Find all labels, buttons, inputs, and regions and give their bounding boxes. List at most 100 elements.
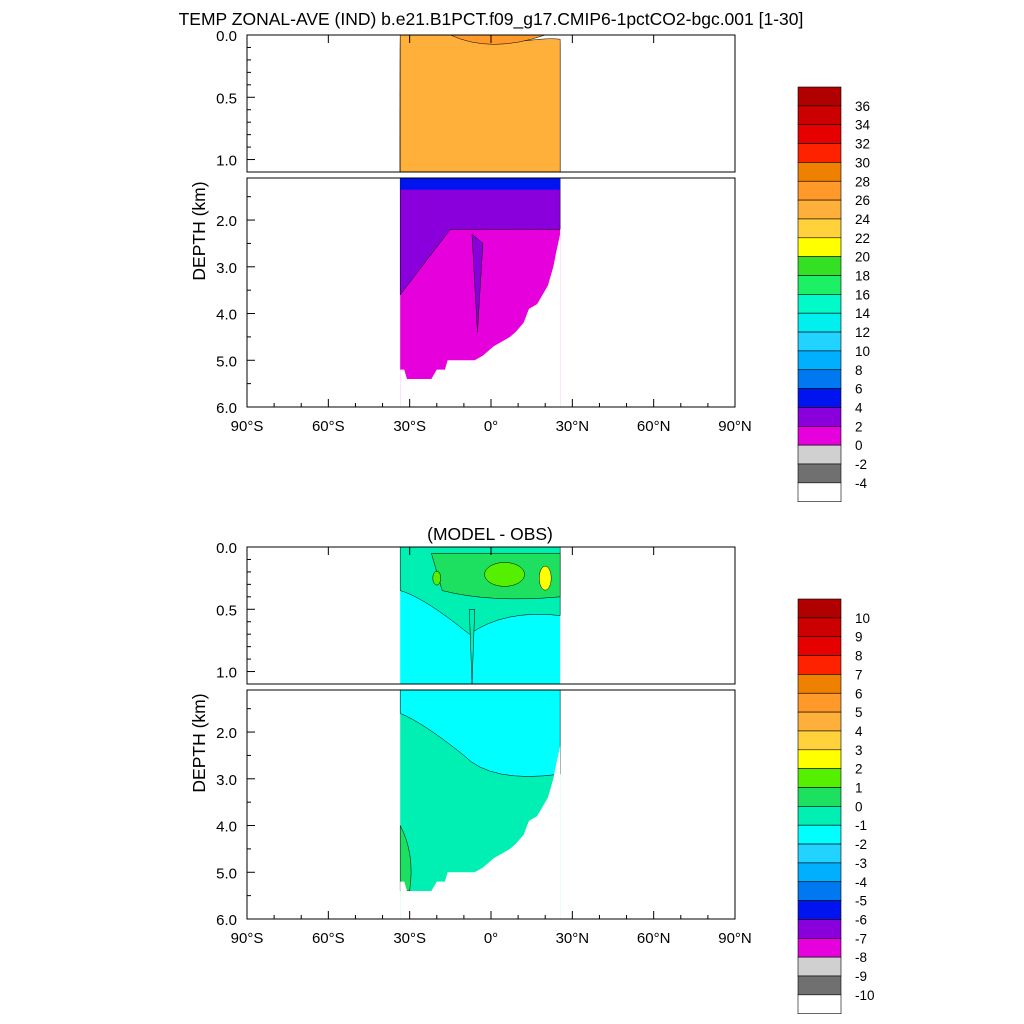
colorbar-swatch (797, 388, 842, 408)
colorbar-swatch (797, 143, 842, 163)
colorbar-swatch (797, 975, 842, 996)
y-tick-label: 2.0 (216, 725, 237, 742)
colorbar-label: 1 (855, 781, 863, 796)
y-tick-label: 0.5 (216, 90, 237, 107)
colorbar-label: 5 (855, 705, 863, 720)
colorbar-label: 30 (855, 155, 870, 170)
y-tick-label: 1.0 (216, 665, 237, 682)
colorbar-swatch (797, 162, 842, 182)
colorbar-label: 2 (855, 419, 863, 434)
difference-band (399, 825, 412, 892)
colorbar-swatch (797, 350, 842, 371)
colorbar-swatch (797, 730, 842, 751)
colorbar-label: 0 (855, 799, 863, 814)
colorbar-label: 6 (855, 382, 863, 397)
colorbar-label: 3 (855, 743, 863, 758)
colorbar-swatch (797, 369, 842, 389)
colorbar-label: 10 (855, 344, 870, 359)
colorbar-swatch (797, 900, 842, 920)
x-tick-label: 90°S (231, 418, 264, 435)
difference-tongue (469, 609, 475, 684)
colorbar-label: 8 (855, 649, 863, 664)
x-tick-label: 60°S (312, 418, 345, 435)
warm-anomaly (484, 562, 525, 587)
y-tick-label: 5.0 (216, 353, 237, 370)
colorbar-label: 32 (855, 137, 870, 152)
y-tick-label: 0.0 (216, 540, 237, 557)
x-tick-label: 0° (484, 930, 498, 947)
colorbar-swatch (797, 218, 842, 239)
colorbar-label: 2 (855, 762, 863, 777)
x-tick-label: 30°S (393, 418, 426, 435)
colorbar-label: -10 (855, 988, 875, 1003)
colorbar-swatch (797, 787, 842, 807)
colorbar-swatch (797, 275, 842, 295)
colorbar-swatch (797, 425, 842, 446)
seafloor-mask (400, 178, 561, 407)
colorbar-swatch (797, 199, 842, 220)
colorbar-swatch (797, 937, 842, 958)
colorbar-label: 34 (855, 118, 871, 133)
colorbar-label: 14 (855, 306, 871, 321)
x-tick-label: 30°S (393, 930, 426, 947)
intermediate-water-band (399, 178, 561, 296)
colorbar-swatch (797, 806, 842, 826)
colorbar-label: -9 (855, 969, 867, 984)
colorbar-swatch (797, 237, 842, 257)
y-axis-label: DEPTH (km) (189, 693, 209, 792)
x-tick-label: 60°N (637, 930, 671, 947)
colorbar-swatch (797, 407, 842, 427)
colorbar-label: 26 (855, 193, 870, 208)
colorbar-label: -1 (855, 818, 867, 833)
y-tick-label: 3.0 (216, 260, 237, 277)
colorbar-label: 36 (855, 99, 870, 114)
colorbar-label: -8 (855, 950, 867, 965)
colorbar-label: 24 (855, 212, 871, 227)
colorbar-swatch (797, 331, 842, 352)
colorbar-swatch (797, 256, 842, 276)
difference-band (399, 690, 561, 777)
colorbar-swatch (797, 482, 842, 503)
y-tick-label: 0.5 (216, 602, 237, 619)
colorbar-label: -4 (855, 476, 867, 491)
colorbar-swatch (797, 994, 842, 1014)
seafloor-mask (400, 690, 561, 919)
y-tick-label: 0.0 (216, 28, 237, 45)
y-tick-label: 6.0 (216, 912, 237, 929)
x-tick-label: 30°N (556, 418, 590, 435)
colorbar-label: -5 (855, 894, 867, 909)
colorbar-label: 28 (855, 174, 870, 189)
figure-title: TEMP ZONAL-AVE (IND) b.e21.B1PCT.f09_g17… (179, 9, 804, 30)
colorbar-label: 9 (855, 630, 863, 645)
warm-surface-band (450, 35, 546, 45)
x-tick-label: 0° (484, 418, 498, 435)
y-tick-label: 4.0 (216, 307, 237, 324)
colorbar-swatch (797, 881, 842, 901)
colorbar-swatch (797, 824, 842, 845)
warm-anomaly (432, 570, 442, 586)
y-tick-label: 2.0 (216, 213, 237, 230)
difference-panel: 0.0 0.5 1.0 2.0 3.0 4.0 5.0 6.090°S 60°S 30°S 0° 30… (189, 540, 752, 947)
colorbar-label: -2 (855, 837, 867, 852)
colorbar-label: 16 (855, 287, 870, 302)
colorbar-swatch (797, 294, 842, 314)
colorbar-label: -7 (855, 931, 867, 946)
lower-field (399, 178, 561, 407)
colorbar-swatch (797, 598, 842, 619)
colorbar-swatch (797, 180, 842, 201)
temperature-panel: 0.0 0.5 1.0 2.0 3.0 4.0 5.0 6.090°S 60°S 30°S 0° 30… (189, 28, 752, 435)
colorbar-swatch (797, 768, 842, 788)
colorbar-label: 6 (855, 686, 863, 701)
x-tick-label: 90°S (231, 930, 264, 947)
colorbar-label: 12 (855, 325, 870, 340)
colorbar-label: 22 (855, 231, 870, 246)
x-tick-label: 60°N (637, 418, 671, 435)
y-tick-label: 5.0 (216, 865, 237, 882)
colorbar-label: 0 (855, 438, 863, 453)
x-tick-label: 60°S (312, 930, 345, 947)
colorbar-swatch (797, 617, 842, 637)
y-tick-label: 1.0 (216, 153, 237, 170)
colorbar-swatch (797, 636, 842, 656)
